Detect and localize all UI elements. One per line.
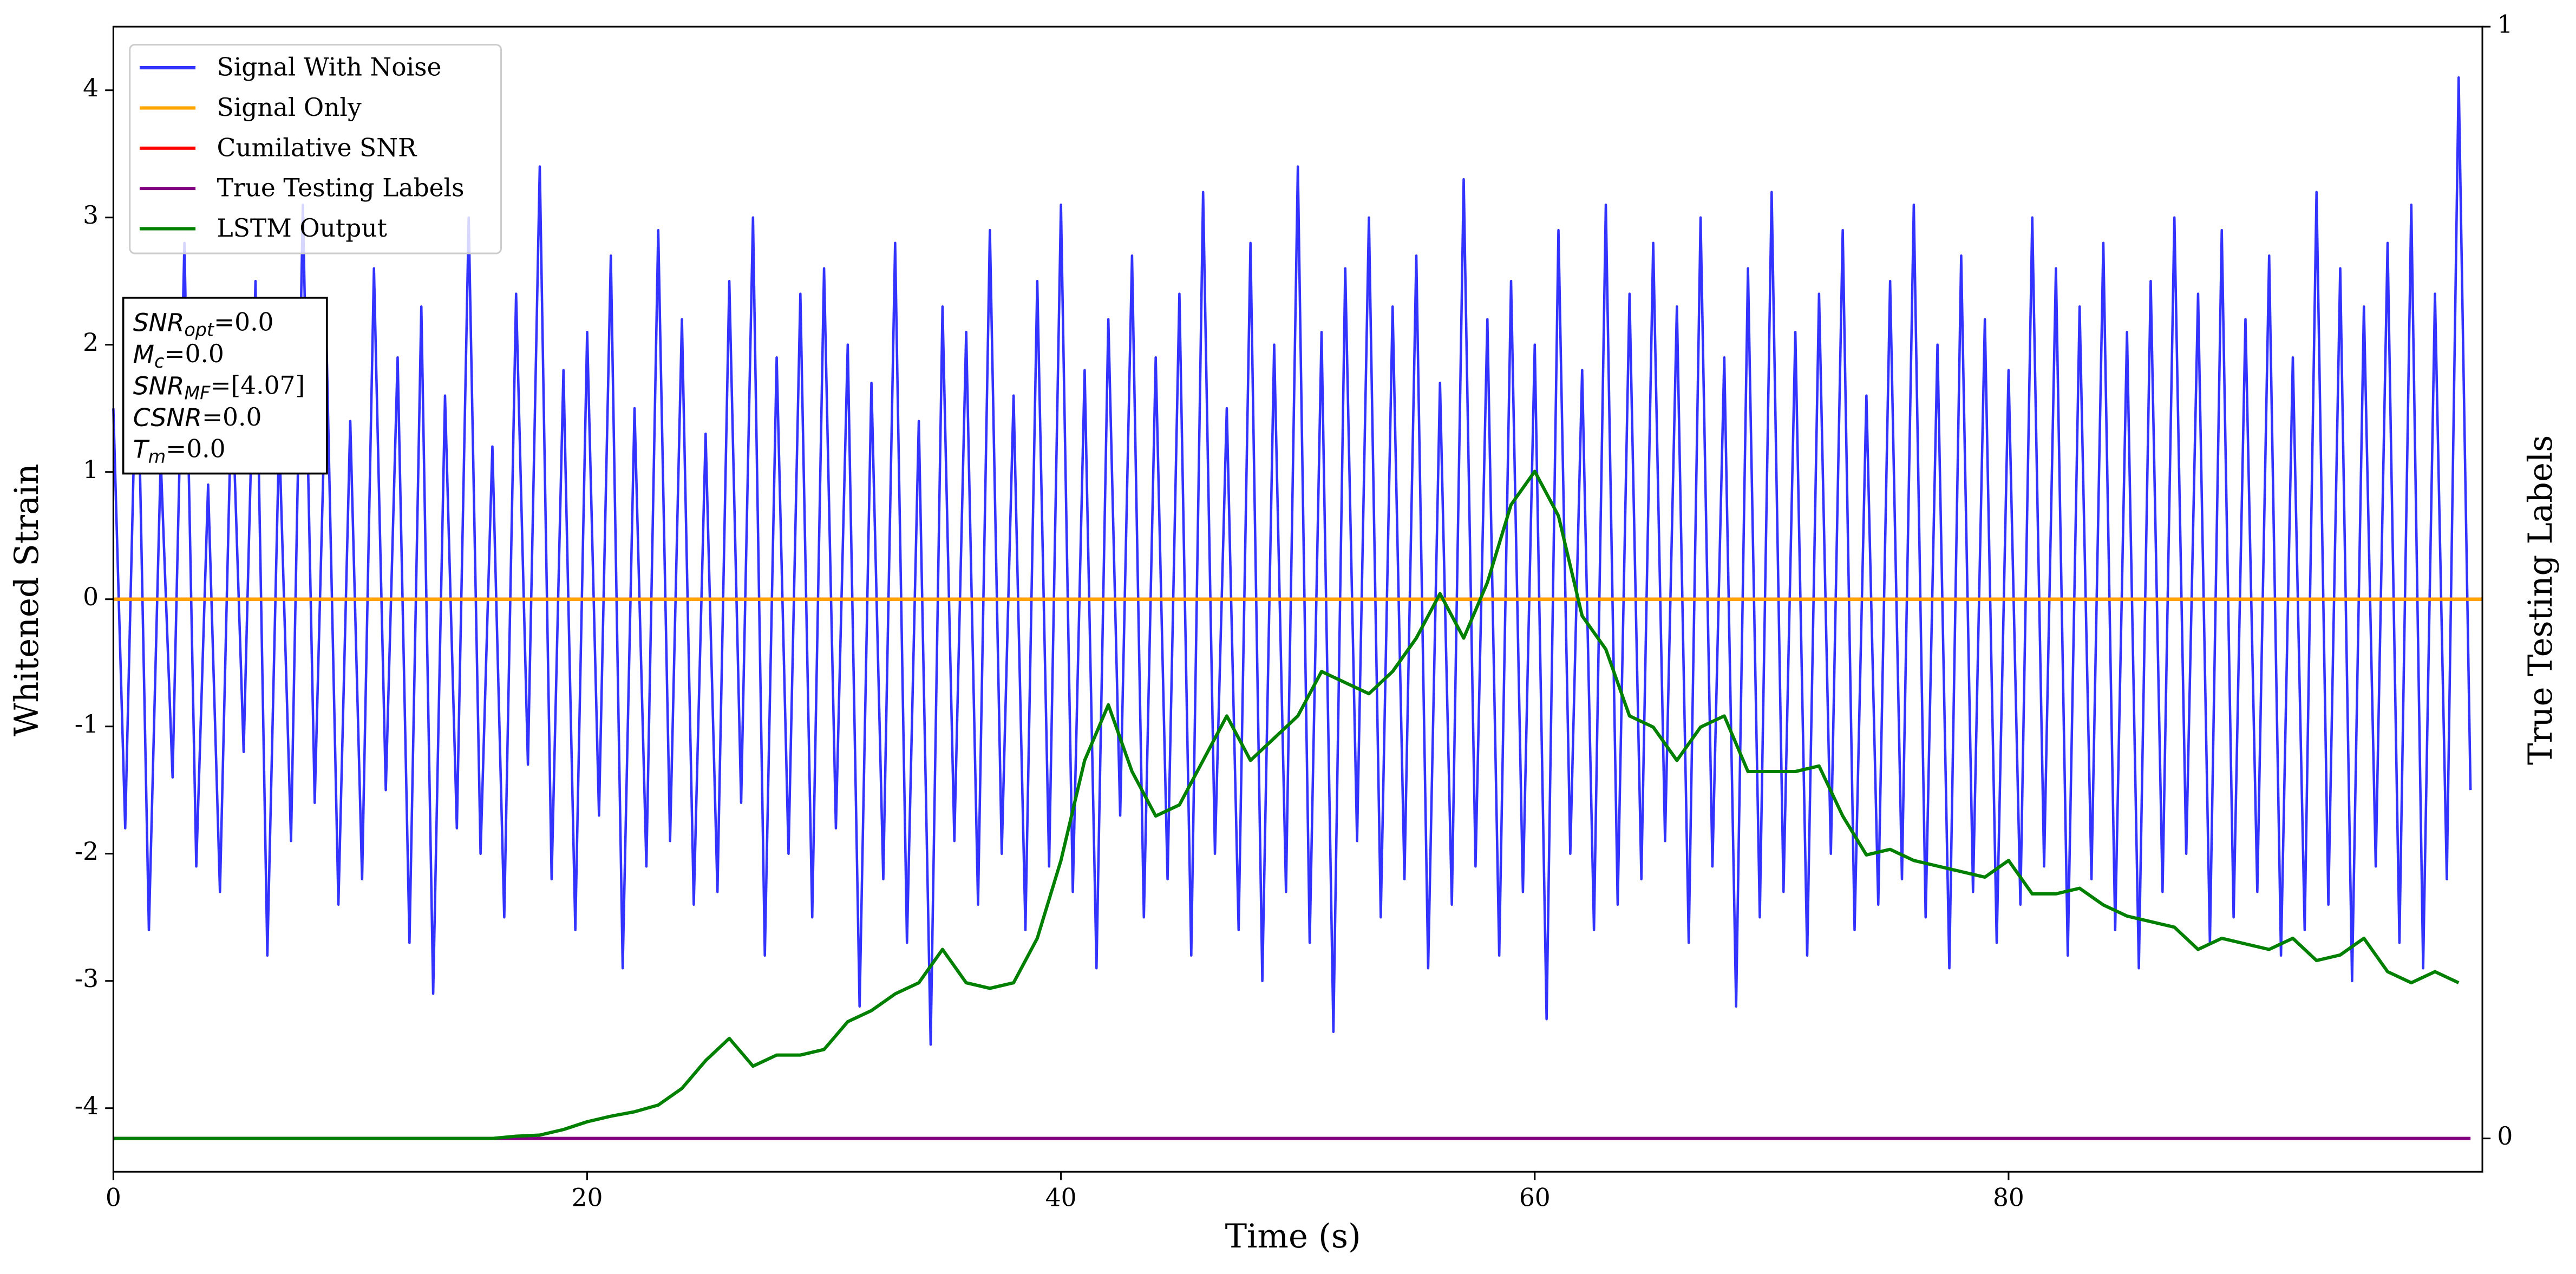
annotation-value: =[4.07] (210, 371, 305, 400)
annotation-symbol: SNR (133, 308, 185, 337)
y-tick-label: -1 (75, 710, 99, 739)
x-tick-label: 20 (572, 1183, 603, 1212)
y-tick-label: -3 (75, 964, 99, 993)
y2-tick-label: 0 (2497, 1122, 2513, 1151)
annotation-symbol: T (133, 435, 150, 463)
annotation-text: Tm=0.0 (133, 434, 226, 467)
legend-label: Signal Only (217, 93, 362, 122)
annotation-subscript: c (154, 351, 164, 372)
y-tick-label: 3 (83, 201, 99, 230)
y2-tick-label: 1 (2497, 10, 2513, 39)
annotation-frame (122, 297, 328, 475)
annotation-subscript: MF (184, 382, 211, 403)
annotation-subscript: opt (184, 319, 215, 340)
legend-frame (129, 44, 502, 254)
x-tick-label: 80 (1993, 1183, 2024, 1212)
y-tick-label: 0 (83, 583, 99, 611)
annotation-value: =0.0 (164, 339, 224, 368)
x-tick-label: 60 (1519, 1183, 1551, 1212)
annotation-text: SNRMF=[4.07] (133, 371, 305, 403)
annotation-value: =0.0 (166, 434, 225, 463)
annotation-symbol: M (133, 340, 154, 369)
y-tick-label: 1 (83, 455, 99, 484)
annotation-value: =0.0 (202, 403, 261, 432)
plot-area (112, 76, 2483, 1140)
y-tick-label: -2 (75, 837, 99, 866)
annotation-text: Mc=0.0 (133, 339, 224, 372)
legend: Signal With Noise Signal Only Cumilative S… (129, 44, 502, 254)
annotation-symbol: SNR (133, 371, 185, 400)
y-tick-label: 2 (83, 328, 99, 357)
series-line (113, 469, 2460, 1140)
annotation-subscript: m (148, 446, 166, 467)
legend-label: LSTM Output (217, 214, 387, 243)
y-axis-label: Whitened Strain (8, 463, 46, 736)
y-tick-label: -4 (75, 1092, 99, 1120)
legend-label: Signal With Noise (217, 53, 442, 82)
annotation-symbol: CSNR (133, 403, 202, 432)
y-tick-label: 4 (83, 74, 99, 102)
annotation-text: SNRopt=0.0 (133, 308, 274, 340)
legend-label: Cumilative SNR (217, 133, 417, 162)
y2-axis-label: True Testing Labels (2522, 435, 2560, 765)
legend-label: True Testing Labels (217, 174, 465, 202)
x-tick-label: 40 (1045, 1183, 1077, 1212)
annotation-box: SNRopt=0.0Mc=0.0SNRMF=[4.07]CSNR=0.0Tm=0… (122, 297, 328, 475)
x-axis-label: Time (s) (1225, 1218, 1361, 1256)
annotation-text: CSNR=0.0 (133, 403, 262, 432)
annotation-value: =0.0 (214, 308, 273, 336)
series-line (112, 76, 2472, 1046)
x-tick-label: 0 (106, 1183, 121, 1212)
